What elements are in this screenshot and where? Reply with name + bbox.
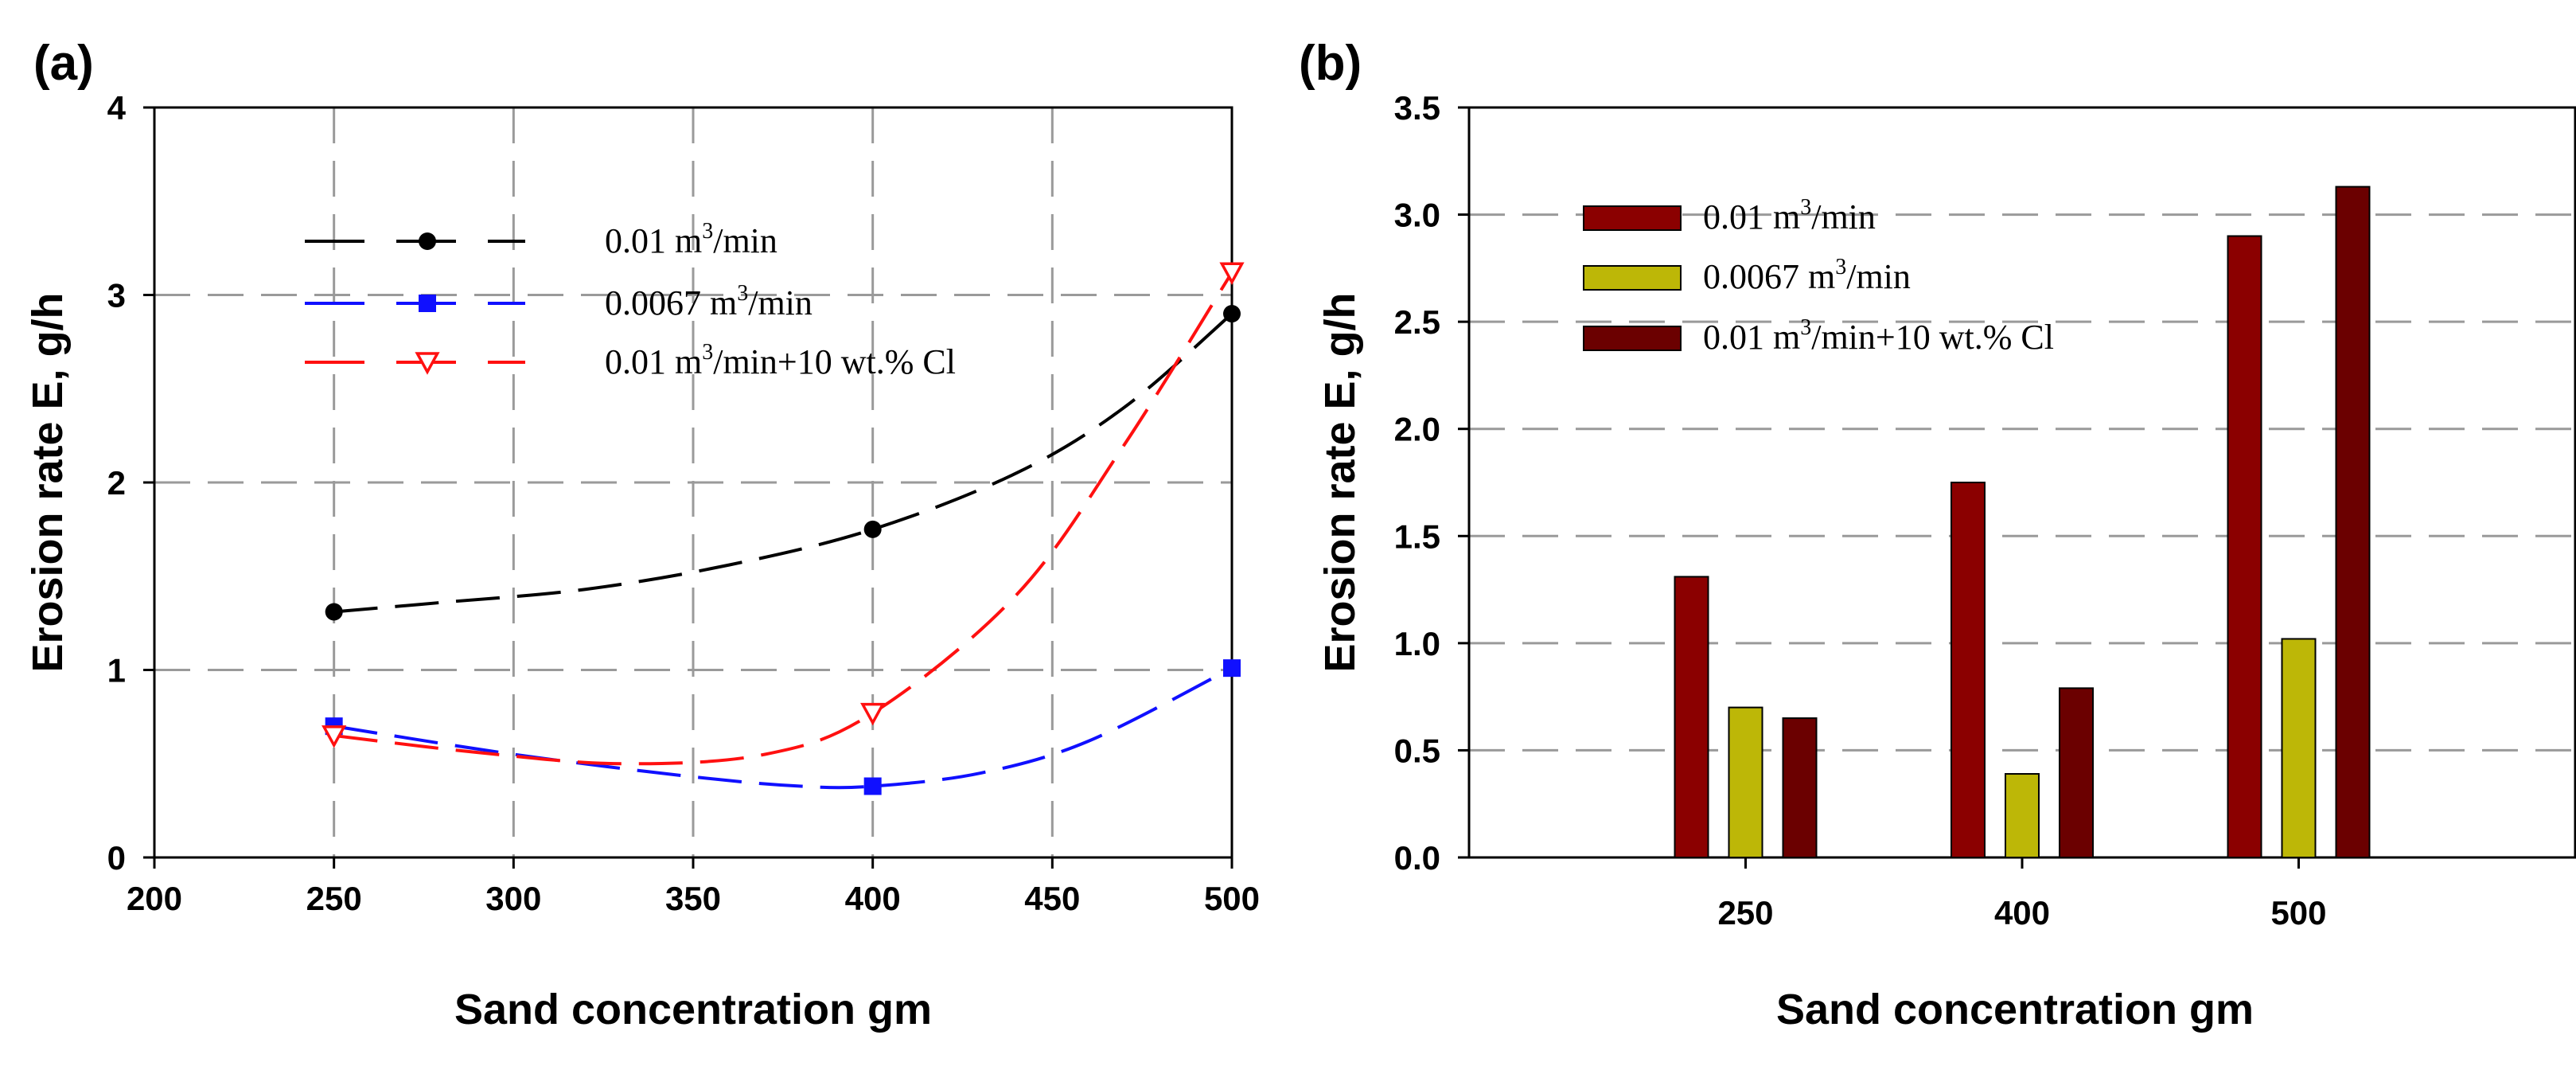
- panel-b-bar: [1782, 717, 1818, 858]
- panel-b-x-tick-label: 500: [2270, 894, 2326, 931]
- panel-a-grid: [154, 107, 1232, 857]
- panel-a-y-axis-title: Erosion rate E, g/h: [24, 292, 72, 672]
- panel-b-bar: [1951, 482, 1986, 858]
- panel-a-data-point: [863, 777, 882, 795]
- panel-a-x-tick-label: 250: [306, 880, 362, 917]
- panel-a-x-tick-label: 300: [485, 880, 541, 917]
- panel-a-y-tick-label: 0: [107, 839, 126, 877]
- panel-a-y-tick-label: 3: [107, 277, 126, 314]
- panel-a-legend-marker: [419, 295, 436, 312]
- panel-b-bar: [2059, 687, 2094, 858]
- panel-a-y-tick-label: 4: [107, 89, 127, 127]
- panel-b-legend-label: 0.01 m3/min: [1703, 195, 1876, 236]
- panel-a-x-ticks: 200 250 300 350 400 450 500: [127, 857, 1260, 917]
- panel-b-y-tick-label: 2.5: [1394, 303, 1440, 341]
- panel-a-series-line: [333, 271, 1233, 766]
- panel-b-bars: [1674, 186, 2371, 859]
- panel-b-bar: [2227, 235, 2262, 858]
- panel-b-x-axis-title: Sand concentration gm: [1776, 986, 2254, 1033]
- panel-b-legend: 0.01 m3/min 0.0067 m3/min 0.01 m3/min+10 …: [1583, 195, 2054, 357]
- panel-b-y-tick-label: 0.0: [1394, 839, 1440, 877]
- panel-a-series: [322, 262, 1245, 795]
- panel-a-y-tick-label: 2: [107, 464, 126, 502]
- panel-a-data-point: [863, 520, 882, 538]
- panel-b-y-tick-label: 3.5: [1394, 89, 1440, 127]
- panel-a-data-point: [860, 702, 886, 726]
- panel-b-legend-label: 0.01 m3/min+10 wt.% Cl: [1703, 315, 2054, 357]
- panel-a-data-point: [1223, 305, 1241, 323]
- panel-a-legend-label: 0.0067 m3/min: [605, 281, 813, 322]
- panel-a-y-tick-label: 1: [107, 652, 126, 689]
- panel-b-x-tick-label: 400: [1994, 894, 2050, 931]
- panel-b-legend-swatch: [1583, 265, 1682, 291]
- panel-b-bar: [1728, 706, 1763, 858]
- panel-b-y-ticks: 0.0 0.5 1.0 1.5 2.0 2.5 3.0 3.5: [1394, 89, 1469, 877]
- panel-b-bar: [2281, 638, 2317, 859]
- panel-a-legend-marker: [415, 352, 440, 375]
- panel-a-x-tick-label: 350: [665, 880, 721, 917]
- panel-b-legend-swatch: [1583, 326, 1682, 351]
- panel-a-label: (a): [33, 36, 94, 91]
- panel-a-line-chart: (a) 200 250 300 350 400 450 500 0 1 2 3 4 0.01 m3/…: [24, 36, 1260, 1033]
- panel-b-bar-chart: (b) 250 400 500 0.0 0.5 1.0 1.5 2.0 2.5 3.0 3.5 0…: [1299, 36, 2576, 1033]
- panel-a-y-ticks: 0 1 2 3 4: [107, 89, 154, 877]
- panel-b-bar: [2335, 186, 2371, 858]
- panel-b-legend-label: 0.0067 m3/min: [1703, 255, 1911, 296]
- panel-b-bar: [1674, 576, 1709, 858]
- panel-b-x-ticks: 250 400 500: [1717, 857, 2327, 931]
- panel-b-x-tick-label: 250: [1717, 894, 1773, 931]
- panel-b-y-tick-label: 1.0: [1394, 625, 1440, 662]
- panel-a-x-tick-label: 400: [845, 880, 901, 917]
- panel-b-legend-swatch: [1583, 205, 1682, 231]
- panel-b-y-tick-label: 3.0: [1394, 197, 1440, 234]
- panel-a-legend-label: 0.01 m3/min: [605, 219, 777, 260]
- panel-a-legend-marker: [419, 232, 436, 250]
- panel-a-series-line: [333, 312, 1233, 614]
- panel-b-y-tick-label: 2.0: [1394, 411, 1440, 448]
- panel-a-data-point: [1223, 659, 1241, 678]
- panel-a-series-line: [333, 666, 1233, 790]
- panel-b-grid: [1469, 213, 2575, 752]
- panel-a-data-point: [322, 725, 347, 748]
- panel-b-label: (b): [1299, 36, 1362, 91]
- panel-b-y-tick-label: 1.5: [1394, 517, 1440, 555]
- panel-a-data-point: [325, 603, 343, 621]
- panel-a-x-tick-label: 500: [1204, 880, 1260, 917]
- panel-a-x-tick-label: 450: [1024, 880, 1080, 917]
- panel-a-x-axis-title: Sand concentration gm: [454, 986, 932, 1033]
- panel-b-y-tick-label: 0.5: [1394, 732, 1440, 769]
- panel-a-legend-label: 0.01 m3/min+10 wt.% Cl: [605, 340, 956, 381]
- panel-a-x-tick-label: 200: [127, 880, 182, 917]
- panel-b-bar: [2005, 773, 2040, 859]
- panel-a-data-point: [1219, 262, 1245, 285]
- panel-b-y-axis-title: Erosion rate E, g/h: [1316, 292, 1364, 672]
- panel-a-legend: 0.01 m3/min 0.0067 m3/min 0.01 m3/min+10 …: [305, 219, 956, 381]
